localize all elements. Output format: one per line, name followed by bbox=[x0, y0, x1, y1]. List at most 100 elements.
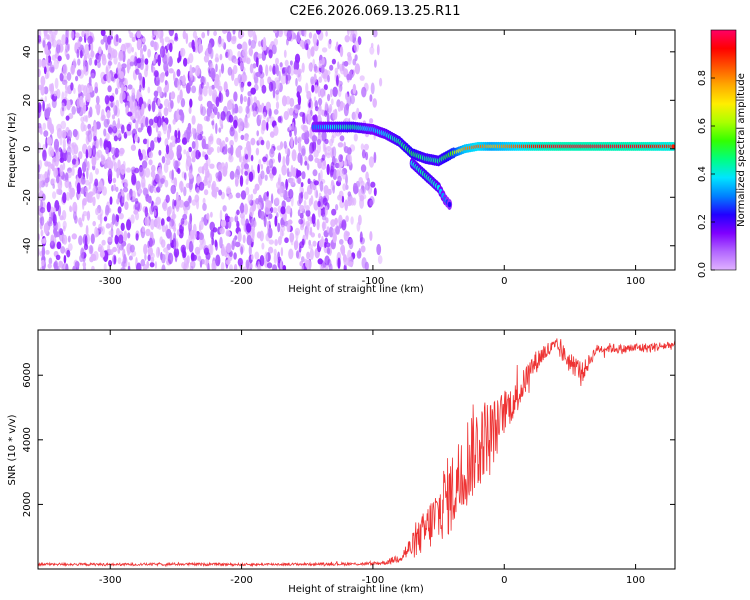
spectrogram-noise-cell bbox=[64, 172, 69, 182]
spectrogram-noise-cell bbox=[176, 229, 180, 236]
spectrogram-noise-cell bbox=[39, 207, 46, 214]
spectrogram-noise-cell bbox=[147, 86, 151, 94]
spectrogram-noise-cell bbox=[350, 216, 354, 225]
spectrogram-noise-cell bbox=[321, 154, 326, 161]
spectrogram-noise-cell bbox=[373, 187, 377, 197]
spectrogram-noise-cell bbox=[316, 218, 320, 231]
spectrogram-noise-cell bbox=[83, 158, 88, 168]
spectrogram-noise-cell bbox=[322, 72, 326, 79]
spectrogram-noise-cell bbox=[266, 160, 270, 167]
spectrogram-noise-cell bbox=[321, 47, 328, 53]
spectrogram-noise-cell bbox=[124, 201, 129, 210]
spectrogram-noise-cell bbox=[135, 120, 139, 130]
spectrogram-noise-cell bbox=[354, 63, 361, 75]
spectrogram-noise-cell bbox=[136, 38, 142, 51]
spectrogram-noise-cell bbox=[84, 44, 90, 56]
spectrogram-noise-cell bbox=[85, 225, 89, 237]
spectrogram-noise-cell bbox=[284, 66, 289, 72]
spectrogram-noise-cell bbox=[232, 30, 236, 35]
snr-xtick-label: 0 bbox=[501, 575, 507, 586]
spectrogram-noise-cell bbox=[67, 235, 71, 243]
spectrogram-noise-cell bbox=[154, 70, 159, 78]
spectrogram-noise-cell bbox=[240, 93, 243, 105]
spectrogram-noise-cell bbox=[145, 116, 149, 128]
spectrogram-noise-cell bbox=[274, 239, 278, 246]
spectrogram-noise-cell bbox=[220, 162, 225, 170]
spectrogram-noise-cell bbox=[320, 64, 325, 74]
spectrogram-noise-cell bbox=[218, 68, 222, 78]
spectrogram-noise-cell bbox=[186, 150, 190, 159]
spectrogram-noise-cell bbox=[79, 254, 84, 263]
spectrogram-noise-cell bbox=[233, 107, 239, 114]
spectrogram-noise-cell bbox=[317, 158, 322, 169]
spectrogram-noise-cell bbox=[80, 187, 86, 195]
spectrogram-noise-cell bbox=[177, 130, 181, 140]
spectrogram-noise-cell bbox=[120, 267, 126, 270]
spectrogram-noise-cell bbox=[158, 149, 162, 156]
colorbar-tick-label: 0.0 bbox=[697, 262, 708, 278]
spectrogram-noise-cell bbox=[90, 41, 94, 53]
spectrogram-noise-cell bbox=[317, 258, 323, 265]
spectrogram-noise-cell bbox=[311, 213, 316, 225]
spectrogram-noise-cell bbox=[363, 143, 369, 151]
spectrogram-noise-cell bbox=[203, 55, 209, 63]
spectrogram-noise-cell bbox=[52, 213, 57, 226]
spectrogram-noise-cell bbox=[61, 34, 66, 46]
spectrogram-noise-cell bbox=[142, 44, 147, 52]
spectrogram-noise-cell bbox=[47, 169, 50, 180]
spectrogram-noise-cell bbox=[104, 95, 110, 105]
spectrogram-noise-cell bbox=[204, 154, 209, 161]
spectrogram-noise-cell bbox=[341, 219, 347, 231]
spectrogram-noise-cell bbox=[191, 127, 195, 135]
spectrogram-noise-cell bbox=[70, 82, 74, 91]
spectrogram-noise-cell bbox=[258, 104, 262, 113]
spectrogram-noise-cell bbox=[344, 35, 350, 43]
spectrogram-noise-cell bbox=[335, 131, 341, 137]
spectrogram-noise-cell bbox=[42, 122, 47, 131]
spectrogram-noise-cell bbox=[183, 130, 189, 139]
snr-panel: -300 -200 -100 0 100 2000 4000 6000 Height of … bbox=[7, 329, 676, 595]
colorbar-tick-label: 0.6 bbox=[697, 118, 708, 134]
spectrogram-noise-cell bbox=[265, 64, 269, 77]
spectrogram-noise-cell bbox=[43, 130, 49, 138]
spectrogram-noise-cell bbox=[294, 108, 299, 114]
spectrogram-noise-cell bbox=[63, 254, 67, 264]
spectrogram-noise-cell bbox=[82, 102, 87, 114]
spectrogram-noise-cell bbox=[107, 168, 113, 180]
spectrogram-noise-cell bbox=[90, 72, 95, 79]
spectrogram-noise-cell bbox=[101, 155, 106, 166]
spectrogram-noise-cell bbox=[147, 195, 152, 204]
spectrogram-noise-cell bbox=[95, 95, 100, 105]
spectrogram-noise-cell bbox=[194, 132, 200, 141]
spectrogram-noise-cell bbox=[256, 231, 262, 239]
spectrogram-noise-cell bbox=[285, 154, 290, 166]
snr-xlabel: Height of straight line (km) bbox=[288, 584, 424, 595]
spectrogram-noise-cell bbox=[301, 171, 306, 180]
spectrogram-noise-cell bbox=[305, 205, 310, 211]
spectrogram-noise-cell bbox=[261, 84, 267, 94]
spectrogram-noise-cell bbox=[188, 146, 192, 153]
spectrogram-noise-cell bbox=[115, 34, 119, 43]
spectrogram-noise-cell bbox=[43, 32, 47, 40]
spectrogram-noise-cell bbox=[40, 129, 43, 135]
spectrogram-noise-cell bbox=[239, 212, 245, 219]
spectrogram-noise-cell bbox=[318, 59, 322, 69]
spectrogram-noise-cell bbox=[92, 196, 96, 207]
spectrogram-noise-cell bbox=[94, 59, 98, 66]
spectrogram-noise-cell bbox=[180, 218, 185, 225]
spectrogram-noise-cell bbox=[277, 152, 282, 163]
spectrogram-noise-cell bbox=[78, 151, 83, 160]
spectrogram-noise-cell bbox=[148, 151, 153, 159]
spectrogram-noise-cell bbox=[286, 223, 291, 233]
spectrogram-noise-cell bbox=[141, 176, 146, 188]
spectrogram-noise-cell bbox=[186, 239, 190, 250]
spectrogram-noise-cell bbox=[153, 41, 159, 51]
spectrogram-noise-cell bbox=[359, 231, 363, 243]
spectrogram-noise-cell bbox=[225, 89, 230, 98]
spectrogram-noise-cell bbox=[324, 101, 328, 111]
spectrogram-noise-cell bbox=[324, 205, 328, 216]
spectrogram-noise-cell bbox=[148, 237, 153, 247]
spectrogram-noise-cell bbox=[248, 244, 252, 257]
spectrogram-noise-cell bbox=[89, 172, 93, 184]
spectrogram-noise-cell bbox=[255, 147, 260, 156]
